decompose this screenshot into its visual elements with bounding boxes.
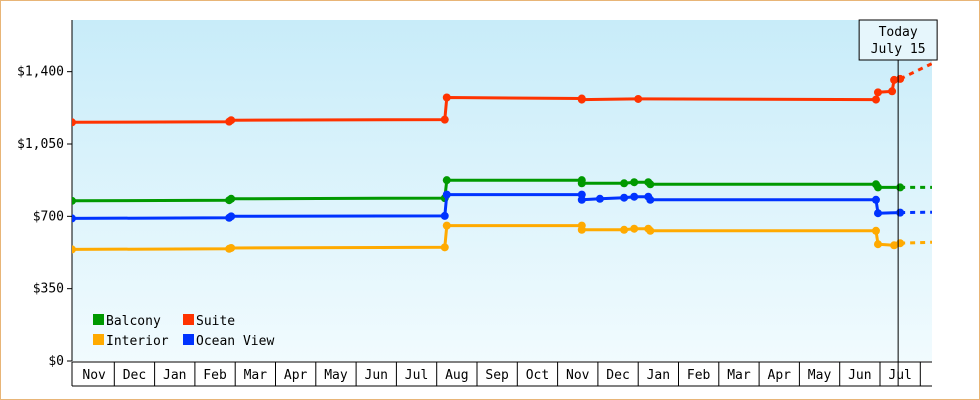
data-point[interactable] <box>890 75 899 84</box>
y-tick-label: $350 <box>33 282 64 297</box>
data-point[interactable] <box>630 224 639 233</box>
data-point[interactable] <box>630 192 639 201</box>
x-tick-label: Oct <box>526 368 549 383</box>
x-tick-label: Nov <box>566 368 590 383</box>
data-point[interactable] <box>577 179 586 188</box>
data-point[interactable] <box>873 88 882 97</box>
x-tick-label: Mar <box>727 368 751 383</box>
data-point[interactable] <box>442 93 451 102</box>
x-tick-label: Jul <box>405 368 428 383</box>
legend-label: Suite <box>196 314 235 329</box>
data-point[interactable] <box>871 195 880 204</box>
today-box <box>858 19 938 61</box>
x-tick-label: Apr <box>768 368 792 383</box>
data-point[interactable] <box>68 245 76 254</box>
x-tick-label: Jul <box>888 368 911 383</box>
legend-swatch <box>183 314 194 325</box>
x-tick-label: Jan <box>647 368 670 383</box>
data-point[interactable] <box>873 209 882 218</box>
data-point[interactable] <box>646 226 655 235</box>
data-point[interactable] <box>68 196 76 205</box>
plot-area <box>72 20 932 361</box>
data-point[interactable] <box>68 118 76 127</box>
data-point[interactable] <box>896 208 905 217</box>
today-label: Today <box>879 25 918 40</box>
data-point[interactable] <box>442 190 451 199</box>
data-point[interactable] <box>227 243 236 252</box>
x-tick-label: Sep <box>485 368 509 383</box>
legend-label: Ocean View <box>196 334 274 349</box>
today-date: July 15 <box>871 42 926 57</box>
data-point[interactable] <box>646 195 655 204</box>
legend-item-ocean-view[interactable]: Ocean View <box>183 334 274 349</box>
series-suite <box>68 61 932 127</box>
legend-label: Interior <box>106 334 169 349</box>
x-tick-label: Aug <box>445 368 468 383</box>
x-tick-label: Jun <box>365 368 388 383</box>
data-point[interactable] <box>440 115 449 124</box>
x-tick-label: Feb <box>203 368 227 383</box>
data-point[interactable] <box>227 116 236 125</box>
series-projection <box>899 61 932 81</box>
data-point[interactable] <box>871 95 880 104</box>
data-point[interactable] <box>227 194 236 203</box>
x-tick-label: Jun <box>848 368 871 383</box>
legend-item-suite[interactable]: Suite <box>183 314 235 329</box>
x-tick-label: Apr <box>284 368 308 383</box>
x-tick-label: Dec <box>606 368 629 383</box>
x-tick-label: May <box>808 368 832 383</box>
data-point[interactable] <box>620 225 629 234</box>
legend-label: Balcony <box>106 314 161 329</box>
data-point[interactable] <box>577 195 586 204</box>
data-point[interactable] <box>646 180 655 189</box>
data-point[interactable] <box>577 95 586 104</box>
x-tick-label: Mar <box>244 368 268 383</box>
y-tick-label: $700 <box>33 209 64 224</box>
x-tick-label: May <box>324 368 348 383</box>
y-tick-label: $1,050 <box>17 137 64 152</box>
legend-swatch <box>93 314 104 325</box>
data-point[interactable] <box>227 212 236 221</box>
y-tick-label: $1,400 <box>17 65 64 80</box>
data-point[interactable] <box>896 183 905 192</box>
data-point[interactable] <box>440 243 449 252</box>
data-point[interactable] <box>896 239 905 248</box>
x-tick-label: Jan <box>163 368 186 383</box>
legend-item-balcony[interactable]: Balcony <box>93 314 161 329</box>
series-balcony <box>68 176 932 205</box>
data-point[interactable] <box>68 214 76 223</box>
x-tick-label: Nov <box>82 368 106 383</box>
data-point[interactable] <box>888 87 897 96</box>
data-point[interactable] <box>873 183 882 192</box>
data-point[interactable] <box>577 225 586 234</box>
data-point[interactable] <box>440 211 449 220</box>
legend-item-interior[interactable]: Interior <box>93 334 169 349</box>
series-interior <box>68 221 932 254</box>
series-line <box>72 178 901 203</box>
x-tick-label: Feb <box>687 368 711 383</box>
data-point[interactable] <box>634 94 643 103</box>
data-point[interactable] <box>896 74 905 83</box>
legend-swatch <box>183 334 194 345</box>
data-point[interactable] <box>873 240 882 249</box>
data-point[interactable] <box>890 241 899 250</box>
data-point[interactable] <box>595 194 604 203</box>
x-tick-label: Dec <box>123 368 146 383</box>
data-point[interactable] <box>442 176 451 185</box>
data-point[interactable] <box>630 178 639 187</box>
y-tick-label: $0 <box>48 354 64 369</box>
data-point[interactable] <box>871 226 880 235</box>
legend-swatch <box>93 334 104 345</box>
data-point[interactable] <box>620 193 629 202</box>
data-point[interactable] <box>620 179 629 188</box>
data-point[interactable] <box>442 221 451 230</box>
